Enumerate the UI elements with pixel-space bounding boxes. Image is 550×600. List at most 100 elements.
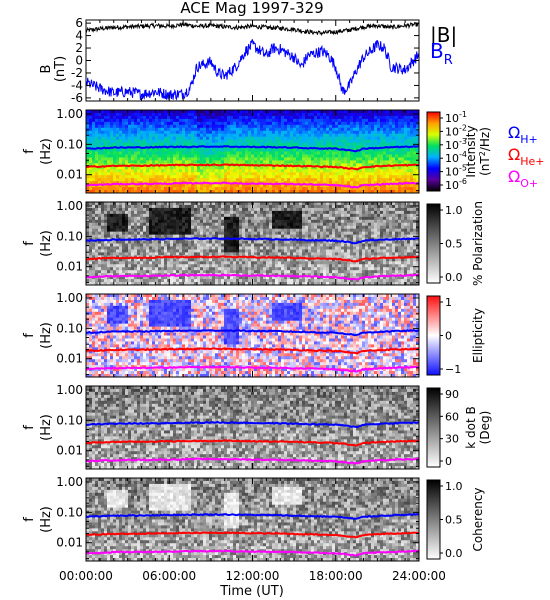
ytick-label: 0.01 bbox=[56, 168, 83, 182]
gyro-line-o bbox=[86, 181, 419, 189]
gyro-line-h bbox=[86, 145, 419, 153]
ytick-label: 1.00 bbox=[56, 107, 83, 121]
colorbar-tick-label: 0 bbox=[445, 330, 452, 343]
panel-ellipticity-image bbox=[86, 294, 419, 377]
ytick-label: 0.01 bbox=[56, 260, 83, 274]
ytick-label: 0.10 bbox=[56, 413, 83, 427]
colorbar-polarization bbox=[426, 203, 441, 284]
colorbar-tick-label: 0 bbox=[445, 455, 452, 468]
colorbar-tick-label: 30 bbox=[445, 433, 459, 446]
panel-ylabel-unit: (Hz) bbox=[39, 506, 54, 533]
colorbar-tick-label: 0.0 bbox=[445, 271, 463, 284]
panel-b-ytick-label: -2 bbox=[71, 66, 83, 80]
figure-title: ACE Mag 1997-329 bbox=[180, 0, 323, 17]
legend-b-magnitude: |B| bbox=[430, 23, 457, 47]
legend-omega-he: ΩHe+ bbox=[508, 145, 545, 168]
colorbar-intensity bbox=[426, 111, 441, 192]
xtick-label: 00:00:00 bbox=[59, 569, 113, 583]
gyro-line-he bbox=[86, 531, 419, 539]
xtick-label: 18:00:00 bbox=[309, 569, 363, 583]
colorbar-label: Intensity bbox=[464, 125, 478, 177]
x-axis: Time (UT) 00:00:00 06:00:00 12:00:00 18:00:… bbox=[59, 20, 446, 599]
gyro-line-o bbox=[86, 549, 419, 557]
colorbar-tick-label: 1.0 bbox=[445, 204, 463, 217]
panel-k-dot-b: 1.00 0.10 0.01 f (Hz) 90 60 30 0 k dot B (Deg) bbox=[22, 383, 492, 470]
panel-polarization-image bbox=[86, 202, 419, 285]
gyro-line-he bbox=[86, 255, 419, 263]
colorbar-tick-label: 60 bbox=[445, 410, 459, 423]
panel-ylabel-f: f bbox=[22, 241, 37, 246]
ytick-label: 0.10 bbox=[56, 137, 83, 151]
colorbar-k-dot-b bbox=[426, 387, 441, 468]
gyro-line-o bbox=[86, 273, 419, 281]
ytick-label: 0.01 bbox=[56, 352, 83, 366]
ytick-label: 1.00 bbox=[56, 383, 83, 397]
panel-b-ylabel-2: (nT) bbox=[53, 56, 68, 82]
panel-intensity: 1.000.100.01f (Hz)10-110-210-310-410-510-… bbox=[22, 107, 545, 194]
colorbar-tick-label: 1 bbox=[445, 296, 452, 309]
colorbar-label: (nT2/Hz) bbox=[478, 127, 492, 176]
panel-ylabel-unit: (Hz) bbox=[39, 138, 54, 165]
panel-ylabel-f: f bbox=[22, 517, 37, 522]
colorbar-label: Ellipticity bbox=[471, 308, 485, 363]
colorbar-label: (Deg) bbox=[478, 411, 492, 445]
panel-ylabel-unit: (Hz) bbox=[39, 414, 54, 441]
panel-ylabel-f: f bbox=[22, 425, 37, 430]
gyro-line-he bbox=[86, 439, 419, 447]
panel-ylabel-f: f bbox=[22, 149, 37, 154]
ytick-label: 0.01 bbox=[56, 536, 83, 550]
panel-intensity-image bbox=[86, 110, 419, 193]
panel-b-ytick-label: 2 bbox=[75, 41, 83, 55]
panel-ylabel-f: f bbox=[22, 333, 37, 338]
ytick-label: 0.01 bbox=[56, 444, 83, 458]
gyro-line-o bbox=[86, 457, 419, 465]
panel-polarization: 1.00 0.10 0.01 f (Hz) 1.0 0.5 0.0 % Polarization bbox=[22, 199, 485, 286]
colorbar-tick-label: 0.5 bbox=[445, 238, 463, 251]
colorbar-label: % Polarization bbox=[471, 201, 485, 286]
gyro-line-h bbox=[86, 420, 419, 429]
ytick-label: 1.00 bbox=[56, 475, 83, 489]
colorbar-tick-label: 0.0 bbox=[445, 547, 463, 560]
panel-k-dot-b-image bbox=[86, 386, 419, 469]
panel-b-ytick-label: -6 bbox=[71, 91, 83, 105]
gyro-line-he bbox=[86, 163, 419, 171]
colorbar-tick-label: 10-6 bbox=[445, 177, 467, 192]
panel-ylabel-unit: (Hz) bbox=[39, 322, 54, 349]
panel-b-ylabel-1: B bbox=[39, 65, 54, 74]
colorbar-label: Coherency bbox=[471, 487, 485, 551]
panel-ellipticity: 1.00 0.10 0.01 f (Hz) 1 0 −1 Ellipticity bbox=[22, 291, 485, 378]
xtick-label: 06:00:00 bbox=[142, 569, 196, 583]
ytick-label: 0.10 bbox=[56, 229, 83, 243]
ytick-label: 1.00 bbox=[56, 199, 83, 213]
panel-b-ytick-label: 4 bbox=[75, 29, 83, 43]
gyro-line-o bbox=[86, 365, 419, 373]
panel-coherency-image bbox=[86, 478, 419, 561]
gyro-line-h bbox=[86, 329, 419, 337]
panel-b-ytick-label: -4 bbox=[71, 78, 83, 92]
gyro-line-h bbox=[86, 513, 419, 520]
legend-omega-o: ΩO+ bbox=[508, 167, 538, 190]
legend-omega-h: ΩH+ bbox=[508, 123, 538, 146]
colorbar-tick-label: −1 bbox=[445, 363, 461, 376]
colorbar-ellipticity bbox=[426, 295, 441, 376]
ytick-label: 0.10 bbox=[56, 321, 83, 335]
colorbar-tick-label: 90 bbox=[445, 388, 459, 401]
xtick-label: 24:00:00 bbox=[392, 569, 446, 583]
colorbar-tick-label: 1.0 bbox=[445, 480, 463, 493]
ytick-label: 0.10 bbox=[56, 505, 83, 519]
x-axis-label: Time (UT) bbox=[219, 584, 284, 599]
series-line-b-radial bbox=[86, 39, 419, 101]
colorbar-tick-label: 0.5 bbox=[445, 514, 463, 527]
ytick-label: 1.00 bbox=[56, 291, 83, 305]
panel-ylabel-unit: (Hz) bbox=[39, 230, 54, 257]
gyro-line-h bbox=[86, 236, 419, 245]
panel-coherency: 1.00 0.10 0.01 f (Hz) 1.0 0.5 0.0 Coherency bbox=[22, 475, 485, 562]
colorbar-label: k dot B bbox=[464, 406, 478, 448]
colorbar-coherency bbox=[426, 479, 441, 560]
gyro-line-he bbox=[86, 347, 419, 355]
xtick-label: 12:00:00 bbox=[226, 569, 280, 583]
panel-b-ytick-label: 0 bbox=[75, 54, 83, 68]
panel-b-ytick-label: 6 bbox=[75, 16, 83, 30]
